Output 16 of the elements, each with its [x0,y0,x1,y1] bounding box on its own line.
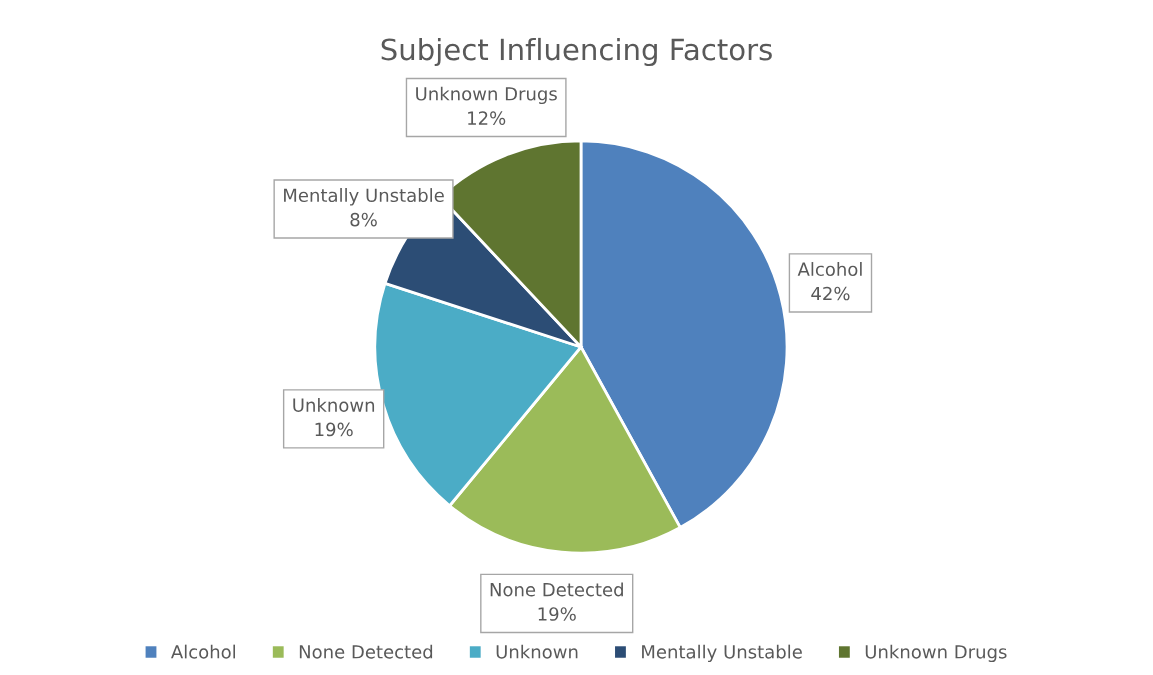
data-label: 19% [315,422,353,437]
slice-label: None Detected [490,582,623,597]
legend-label: Unknown Drugs [865,644,1007,663]
slice-label: Alcohol [797,262,862,277]
legend-label: Unknown [496,644,578,659]
legend-label: Mentally Unstable [642,644,802,663]
data-label: 19% [538,607,576,621]
legend-label: Alcohol [171,644,236,659]
data-label: 12% [468,111,506,125]
slice-label: Unknown [293,397,375,412]
slice-label: Unknown Drugs [416,86,557,105]
chart-title: Subject Influencing Factors [381,37,772,67]
slice-label: Mentally Unstable [284,188,444,206]
data-label: 42% [811,286,850,301]
data-label: 8% [350,212,377,227]
legend-label: None Detected [299,644,433,659]
